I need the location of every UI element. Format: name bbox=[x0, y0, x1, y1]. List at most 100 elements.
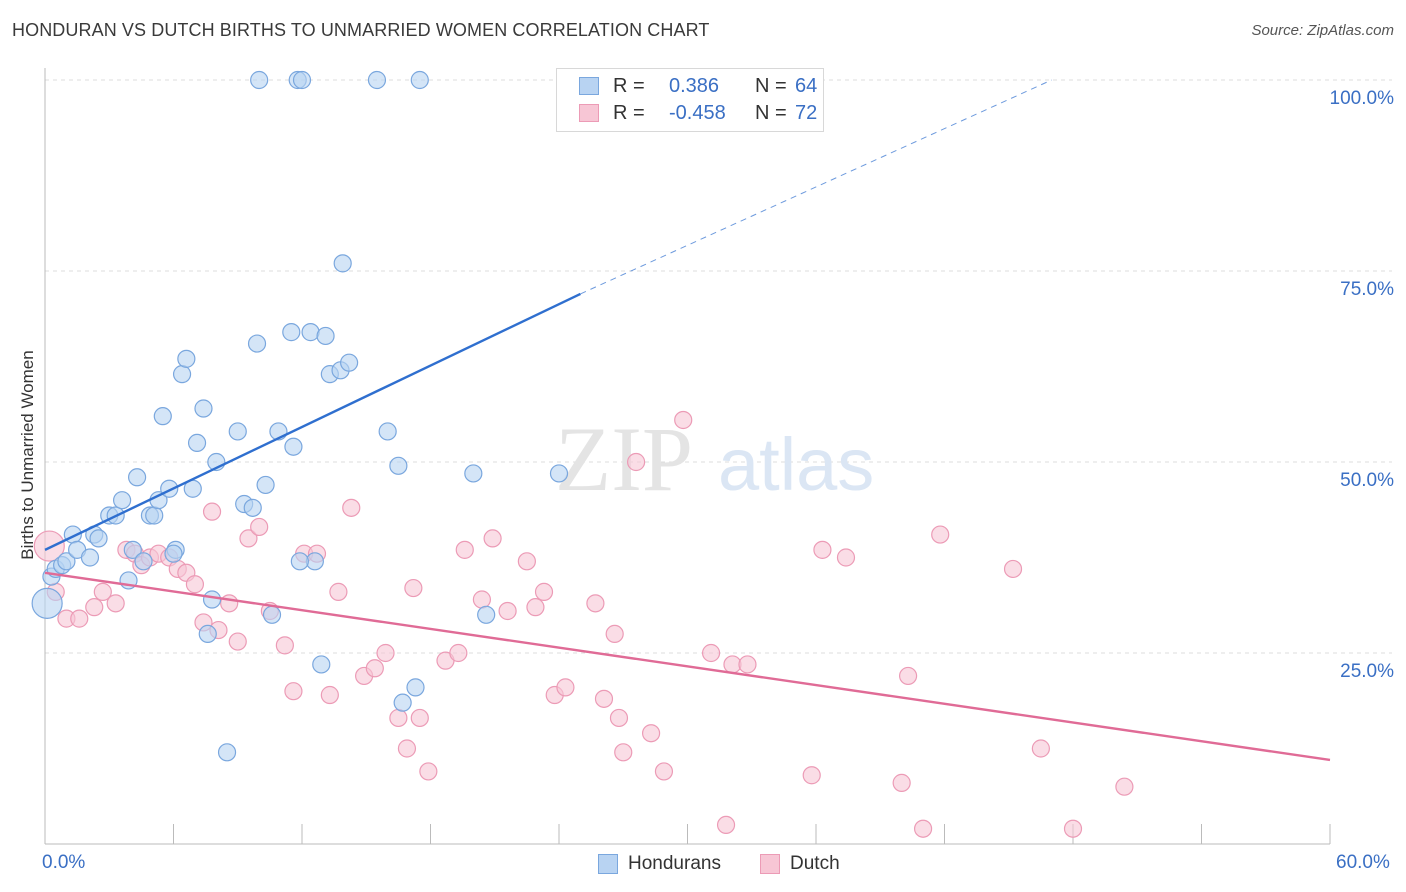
dutch-point bbox=[836, 548, 856, 567]
y-tick-label: 50.0% bbox=[1340, 470, 1394, 491]
y-axis-label: Births to Unmarried Women bbox=[18, 350, 37, 560]
dutch-point bbox=[526, 598, 545, 617]
x-tick-label-max: 60.0% bbox=[1336, 852, 1390, 873]
hondurans-points bbox=[31, 70, 579, 762]
dutch-point bbox=[106, 594, 125, 613]
dutch-point bbox=[320, 685, 339, 705]
honduran-point bbox=[228, 422, 247, 441]
honduran-point bbox=[312, 655, 331, 674]
dutch-point bbox=[284, 682, 303, 701]
honduran-point bbox=[477, 605, 496, 624]
honduran-point bbox=[243, 498, 262, 517]
hondurans-legend-swatch bbox=[598, 854, 618, 874]
honduran-point bbox=[164, 544, 183, 563]
dutch-point bbox=[455, 540, 474, 559]
honduran-point bbox=[217, 743, 237, 762]
dutch-point bbox=[365, 659, 384, 678]
y-tick-label: 75.0% bbox=[1340, 279, 1394, 300]
dutch-point bbox=[70, 609, 89, 628]
dutch-point bbox=[93, 582, 112, 601]
dutch-point bbox=[228, 632, 247, 651]
hondurans-r-value: 0.386 bbox=[669, 75, 720, 97]
dutch-point bbox=[1115, 777, 1134, 796]
n-label: N = bbox=[755, 75, 787, 97]
dutch-point bbox=[586, 594, 605, 613]
watermark-atlas: atlas bbox=[718, 423, 874, 506]
series-legend: Hondurans Dutch bbox=[0, 852, 1406, 876]
honduran-point bbox=[262, 605, 282, 624]
dutch-point bbox=[534, 582, 554, 601]
dutch-point bbox=[626, 452, 646, 472]
dutch-point bbox=[239, 529, 258, 548]
dutch-point bbox=[220, 594, 239, 613]
dutch-point bbox=[674, 410, 693, 430]
dutch-points bbox=[33, 410, 1134, 838]
honduran-point bbox=[316, 326, 335, 346]
honduran-point bbox=[194, 399, 213, 418]
honduran-point bbox=[198, 624, 217, 644]
honduran-point bbox=[127, 468, 147, 487]
dutch-point bbox=[517, 552, 536, 571]
honduran-point bbox=[406, 678, 425, 697]
honduran-point bbox=[80, 548, 100, 567]
dutch-point bbox=[813, 540, 832, 559]
dutch-point bbox=[614, 743, 633, 762]
dutch-point bbox=[892, 773, 911, 792]
honduran-point bbox=[393, 693, 412, 712]
dutch-point bbox=[594, 689, 614, 708]
dutch-point bbox=[33, 530, 65, 562]
honduran-point bbox=[549, 464, 569, 483]
x-tick-label-min: 0.0% bbox=[42, 852, 86, 873]
honduran-point bbox=[134, 552, 153, 571]
dutch-point bbox=[410, 708, 429, 728]
trend-lines bbox=[44, 79, 1331, 762]
dutch-point bbox=[716, 815, 736, 835]
honduran-point bbox=[172, 365, 192, 384]
dutch-n-value: 72 bbox=[795, 102, 818, 124]
hondurans-trend-extension bbox=[580, 79, 1052, 295]
dutch-point bbox=[389, 708, 408, 728]
dutch-point bbox=[498, 601, 517, 621]
dutch-point bbox=[404, 578, 423, 598]
dutch-point bbox=[419, 762, 438, 781]
dutch-point bbox=[329, 582, 348, 601]
honduran-point bbox=[256, 475, 275, 495]
dutch-point bbox=[609, 708, 629, 728]
dutch-point bbox=[931, 525, 950, 544]
honduran-point bbox=[187, 433, 207, 452]
grid-lines bbox=[45, 79, 1392, 654]
dutch-point bbox=[275, 636, 294, 655]
dutch-point bbox=[185, 575, 205, 594]
chart-source: Source: ZipAtlas.com bbox=[1251, 22, 1394, 39]
honduran-point bbox=[284, 437, 303, 456]
honduran-point bbox=[247, 334, 267, 353]
dutch-point bbox=[654, 762, 674, 781]
dutch-r-value: -0.458 bbox=[669, 102, 726, 124]
honduran-point bbox=[89, 529, 108, 548]
dutch-point bbox=[472, 590, 491, 609]
dutch-legend-label: Dutch bbox=[790, 853, 840, 874]
honduran-point bbox=[112, 491, 132, 510]
dutch-point bbox=[898, 666, 918, 686]
dutch-point bbox=[1003, 559, 1023, 579]
watermark: ZIP atlas bbox=[555, 408, 874, 510]
hondurans-trend-line bbox=[44, 292, 581, 551]
dutch-point bbox=[738, 655, 757, 674]
dutch-point bbox=[1031, 739, 1050, 758]
dutch-point bbox=[397, 739, 417, 758]
honduran-point bbox=[389, 456, 408, 475]
dutch-point bbox=[483, 529, 502, 548]
dutch-point bbox=[1063, 819, 1083, 838]
honduran-point bbox=[367, 70, 387, 90]
dutch-point bbox=[701, 643, 721, 663]
y-tick-label: 25.0% bbox=[1340, 661, 1394, 682]
honduran-point bbox=[145, 506, 164, 525]
r-label: R = bbox=[613, 102, 645, 124]
honduran-point bbox=[378, 422, 397, 441]
honduran-point bbox=[123, 540, 142, 559]
dutch-point bbox=[202, 502, 222, 521]
chart-title: HONDURAN VS DUTCH BIRTHS TO UNMARRIED WO… bbox=[12, 20, 710, 40]
honduran-point bbox=[333, 254, 352, 273]
honduran-point bbox=[292, 70, 312, 90]
dutch-point bbox=[913, 819, 933, 838]
